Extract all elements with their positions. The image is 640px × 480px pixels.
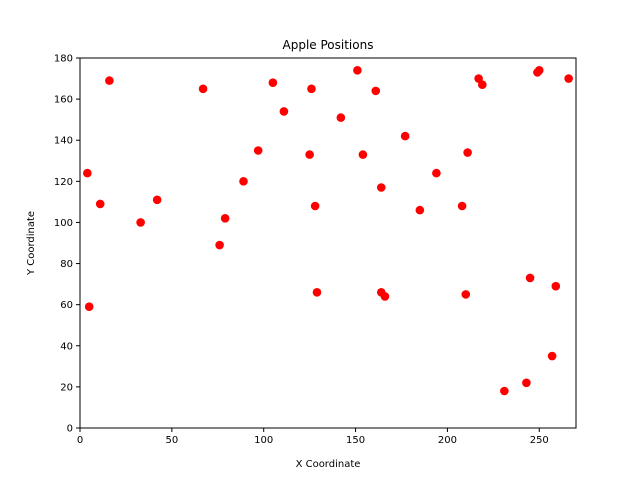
apple-point	[380, 292, 390, 301]
x-tick-label: 200	[438, 435, 457, 446]
y-tick-label: 180	[54, 54, 73, 65]
apple-point	[461, 290, 471, 299]
x-axis: 0 50 100 150 200 250	[77, 428, 549, 446]
apple-point	[336, 113, 346, 122]
y-tick-label: 100	[54, 218, 73, 229]
y-tick-label: 160	[54, 95, 73, 106]
apple-point	[358, 150, 368, 159]
apple-point	[371, 86, 381, 96]
apple-point	[415, 205, 425, 215]
apple-point	[83, 168, 92, 178]
apple-point	[95, 199, 105, 209]
apple-point	[307, 84, 316, 94]
y-tick-label: 60	[60, 300, 73, 311]
y-tick-label: 80	[60, 259, 73, 270]
x-tick-label: 150	[346, 435, 365, 446]
apple-point	[400, 131, 410, 141]
apple-point	[253, 146, 263, 155]
y-tick-label: 0	[67, 424, 73, 435]
apple-point	[305, 150, 314, 159]
y-tick-label: 120	[54, 177, 73, 188]
y-axis: 0 20 40 60 80 100 120 140 160 180	[54, 54, 80, 435]
apple-point	[564, 74, 573, 83]
x-tick-label: 50	[165, 435, 178, 446]
apple-point	[84, 302, 94, 312]
plot-frame	[79, 57, 577, 429]
apple-point	[215, 240, 224, 250]
apple-point	[310, 201, 320, 211]
apple-point	[457, 201, 467, 211]
apple-point	[152, 195, 162, 205]
apple-point	[500, 386, 509, 396]
apple-point	[463, 148, 472, 157]
x-tick-label: 0	[77, 435, 83, 446]
apple-point	[279, 107, 289, 116]
apple-point	[547, 351, 557, 361]
apple-point	[312, 288, 322, 297]
x-tick-label: 250	[530, 435, 549, 446]
apple-point	[551, 281, 561, 291]
apple-point	[522, 378, 531, 388]
apple-point	[105, 76, 114, 85]
apple-point	[136, 218, 145, 227]
x-axis-label: X Coordinate	[296, 459, 361, 470]
y-tick-label: 20	[60, 382, 73, 393]
y-tick-label: 140	[54, 136, 73, 147]
apple-point	[478, 80, 487, 90]
apple-point	[525, 273, 535, 283]
apple-point	[432, 168, 441, 178]
points-layer	[83, 66, 573, 396]
apple-point	[376, 183, 386, 192]
apple-point	[353, 66, 362, 75]
chart-title: Apple Positions	[283, 38, 374, 52]
apple-point	[534, 66, 544, 75]
apple-point	[239, 177, 248, 186]
apple-point	[220, 214, 230, 223]
y-axis-label: Y Coordinate	[26, 211, 37, 276]
y-tick-label: 40	[60, 341, 73, 352]
x-tick-label: 100	[254, 435, 273, 446]
apple-point	[198, 84, 208, 94]
apple-point	[268, 78, 278, 87]
